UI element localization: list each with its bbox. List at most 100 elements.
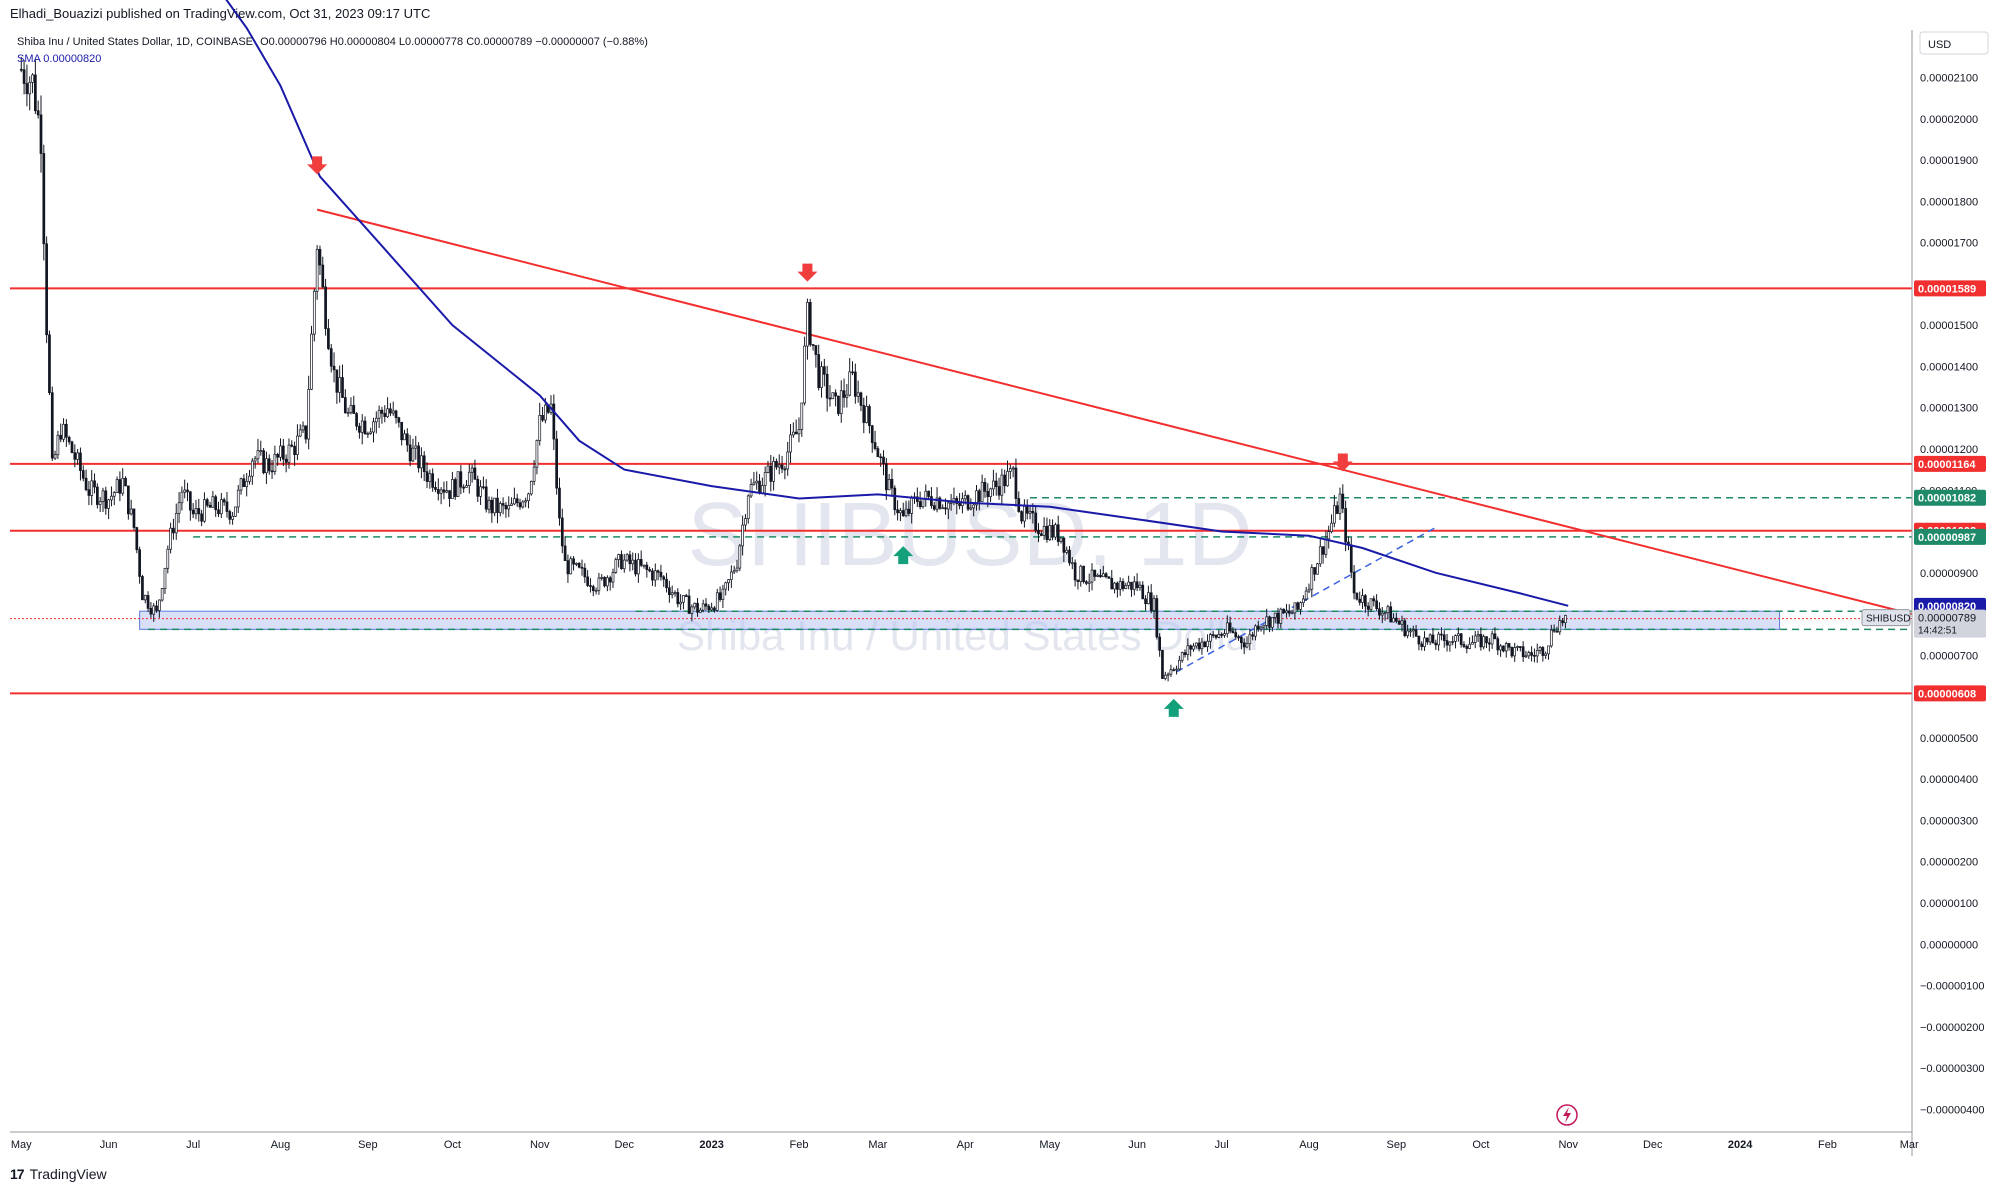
candle-body bbox=[1299, 602, 1302, 610]
candle-body bbox=[408, 444, 412, 462]
candle-body bbox=[248, 475, 251, 482]
candle-body bbox=[746, 495, 750, 519]
candle-body bbox=[1268, 616, 1271, 628]
up-arrow-icon bbox=[893, 546, 914, 565]
candle-body bbox=[1386, 606, 1390, 614]
tradingview-mark-icon: 17 bbox=[10, 1166, 25, 1182]
candle-body bbox=[1039, 533, 1043, 536]
candle-body bbox=[760, 485, 764, 494]
up-arrow-icon bbox=[1163, 698, 1184, 717]
watermark-symbol: SHIBUSD, 1D bbox=[687, 485, 1252, 585]
candle-body bbox=[741, 524, 744, 547]
candle-body bbox=[498, 503, 502, 513]
candle-body bbox=[817, 354, 821, 388]
candle-body bbox=[541, 415, 544, 421]
candle-body bbox=[115, 479, 119, 493]
current-price-label: 0.00000789 bbox=[1918, 613, 1976, 625]
candle-body bbox=[780, 464, 784, 470]
dashed-level-price-tag: 0.00001082 bbox=[1918, 493, 1976, 505]
candle-body bbox=[53, 454, 57, 459]
candle-body bbox=[36, 110, 40, 116]
time-tick-label: 2024 bbox=[1728, 1139, 1753, 1151]
price-tick-label: 0.00000700 bbox=[1920, 650, 1978, 662]
candle-body bbox=[1389, 606, 1393, 623]
candle-body bbox=[358, 425, 361, 433]
candle-body bbox=[628, 554, 632, 565]
candle-body bbox=[989, 488, 992, 498]
candle-body bbox=[436, 489, 440, 494]
candle-body bbox=[586, 576, 589, 586]
candle-body bbox=[828, 397, 832, 400]
level-price-tag-bg bbox=[1914, 455, 1986, 472]
candle-body bbox=[1163, 674, 1167, 679]
down-arrow-icon bbox=[307, 156, 328, 175]
candle-body bbox=[958, 503, 961, 507]
dashed-level-price-tag-bg bbox=[1914, 528, 1986, 545]
candle-body bbox=[118, 479, 122, 494]
candle-body bbox=[1127, 581, 1131, 586]
currency-selector[interactable] bbox=[1919, 31, 1989, 55]
candle-body bbox=[355, 413, 358, 427]
candle-body bbox=[814, 345, 818, 355]
candle-body bbox=[1006, 471, 1009, 487]
candle-body bbox=[758, 480, 761, 494]
candle-body bbox=[693, 602, 697, 608]
candle-body bbox=[992, 480, 995, 490]
candle-body bbox=[301, 425, 305, 431]
time-axis[interactable]: May Jun Jul Aug Sep Oct Nov Dec 2023 Feb Mar Apr May… bbox=[11, 1139, 1919, 1151]
candle-body bbox=[924, 490, 928, 500]
candle-body bbox=[690, 606, 694, 614]
candle-body bbox=[439, 489, 443, 494]
price-axis[interactable]: 0.00002100 0.00002000 0.00001900 0.00001800… bbox=[1920, 73, 1985, 1117]
candle-body bbox=[1293, 602, 1297, 614]
candles-group bbox=[19, 57, 1567, 682]
candle-body bbox=[572, 558, 575, 565]
time-tick-label: Mar bbox=[868, 1139, 887, 1151]
candle-body bbox=[208, 504, 212, 508]
candle-body bbox=[428, 473, 432, 482]
candle-body bbox=[1197, 642, 1201, 650]
candle-body bbox=[183, 489, 187, 493]
candle-body bbox=[267, 458, 271, 472]
candle-body bbox=[1178, 659, 1181, 670]
candle-body bbox=[507, 505, 511, 510]
candle-body bbox=[529, 481, 533, 495]
candle-body bbox=[1445, 640, 1449, 646]
candle-body bbox=[634, 559, 637, 575]
lightning-icon[interactable] bbox=[1556, 1104, 1578, 1126]
price-tick-label: 0.00000300 bbox=[1920, 815, 1978, 827]
candle-body bbox=[383, 413, 387, 417]
candle-body bbox=[535, 440, 539, 468]
candle-body bbox=[1296, 602, 1300, 610]
candle-body bbox=[39, 114, 43, 154]
candle-body bbox=[1025, 506, 1029, 514]
candle-body bbox=[608, 577, 612, 583]
candle-body bbox=[1090, 569, 1094, 583]
candle-body bbox=[1504, 643, 1508, 652]
candle-body bbox=[1307, 588, 1311, 592]
candle-body bbox=[1468, 643, 1471, 649]
candle-body bbox=[718, 592, 722, 600]
sma-legend: SMA 0.00000820 bbox=[17, 53, 101, 65]
candle-body bbox=[969, 507, 973, 510]
candle-body bbox=[980, 481, 984, 502]
candle-body bbox=[1318, 546, 1322, 565]
candle-body bbox=[1352, 571, 1356, 594]
candle-body bbox=[868, 406, 871, 427]
candle-body bbox=[346, 412, 350, 414]
candle-body bbox=[422, 455, 426, 473]
candle-body bbox=[1533, 654, 1536, 657]
candle-body bbox=[1341, 493, 1345, 509]
candle-body bbox=[997, 486, 1001, 496]
tradingview-logo[interactable]: 17 TradingView bbox=[10, 1166, 107, 1182]
candle-body bbox=[62, 423, 65, 440]
candle-body bbox=[983, 481, 987, 492]
candle-body bbox=[138, 549, 141, 577]
candle-body bbox=[1513, 647, 1517, 657]
candle-body bbox=[459, 471, 463, 488]
price-tick-label: 0.00000000 bbox=[1920, 939, 1978, 951]
candle-body bbox=[1358, 598, 1362, 603]
candle-body bbox=[242, 478, 246, 488]
candle-body bbox=[1485, 636, 1488, 644]
